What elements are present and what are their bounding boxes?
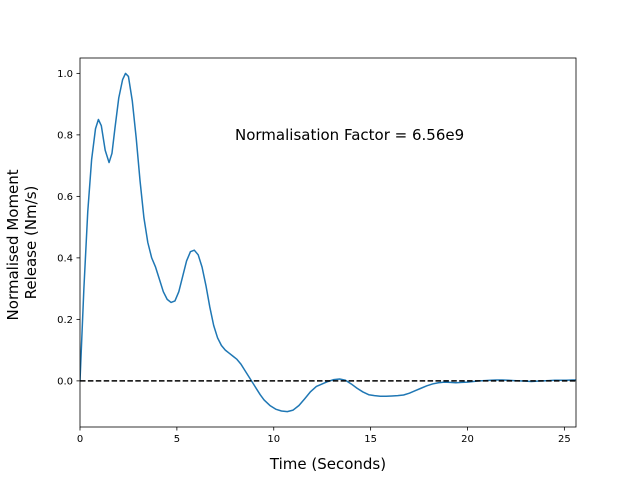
y-tick-label: 0.0 (57, 376, 73, 387)
x-tick-label: 15 (364, 434, 377, 445)
y-axis-label: Normalised Moment Release (Nm/s) (4, 165, 40, 321)
x-tick-label: 5 (174, 434, 180, 445)
x-tick-label: 0 (77, 434, 83, 445)
moment-release-series-line (80, 72, 576, 413)
y-tick-label: 0.6 (57, 192, 73, 203)
y-axis-ticks: 0.0 0.2 0.4 0.6 0.8 1.0 (57, 69, 80, 387)
y-tick-label: 0.2 (57, 315, 73, 326)
x-tick-label: 25 (558, 434, 571, 445)
normalisation-factor-annotation: Normalisation Factor = 6.56e9 (235, 126, 464, 144)
y-tick-label: 0.4 (57, 253, 73, 264)
y-axis-label-line-1: Normalised Moment (4, 169, 22, 320)
x-axis-label: Time (Seconds) (269, 455, 386, 473)
axes-frame (79, 57, 577, 428)
plot-area (80, 72, 576, 413)
y-axis-label-line-2: Release (Nm/s) (22, 186, 40, 300)
x-tick-label: 20 (461, 434, 474, 445)
y-tick-label: 0.8 (57, 130, 73, 141)
x-tick-label: 10 (267, 434, 280, 445)
y-tick-label: 1.0 (57, 69, 73, 80)
x-axis-ticks: 0 5 10 15 20 25 (77, 427, 571, 445)
